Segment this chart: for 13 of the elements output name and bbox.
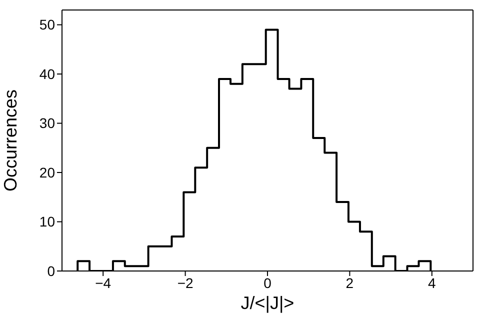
y-tick-label: 40 [39, 66, 56, 82]
y-tick-label: 0 [47, 262, 56, 279]
x-tick-label: 4 [428, 274, 436, 291]
x-tick-label: −2 [177, 274, 194, 291]
x-axis-title: J/<|J|> [240, 293, 294, 313]
y-tick-label: 50 [39, 16, 56, 33]
y-tick-label: 20 [39, 164, 56, 180]
y-tick-label: 10 [39, 214, 56, 230]
x-tick-label: 0 [264, 274, 272, 291]
y-axis-title: Occurrences [0, 89, 20, 192]
x-tick-label: 2 [346, 274, 354, 291]
x-tick-label: −4 [95, 274, 112, 291]
y-tick-label: 30 [39, 115, 56, 132]
